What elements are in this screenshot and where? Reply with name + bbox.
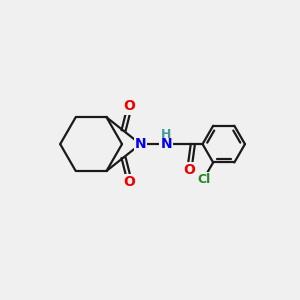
Text: N: N [160,137,172,151]
Text: O: O [183,163,195,177]
Text: Cl: Cl [197,172,210,185]
Text: O: O [124,175,136,189]
Text: O: O [124,100,136,113]
Text: H: H [161,128,172,141]
Text: N: N [135,137,146,151]
